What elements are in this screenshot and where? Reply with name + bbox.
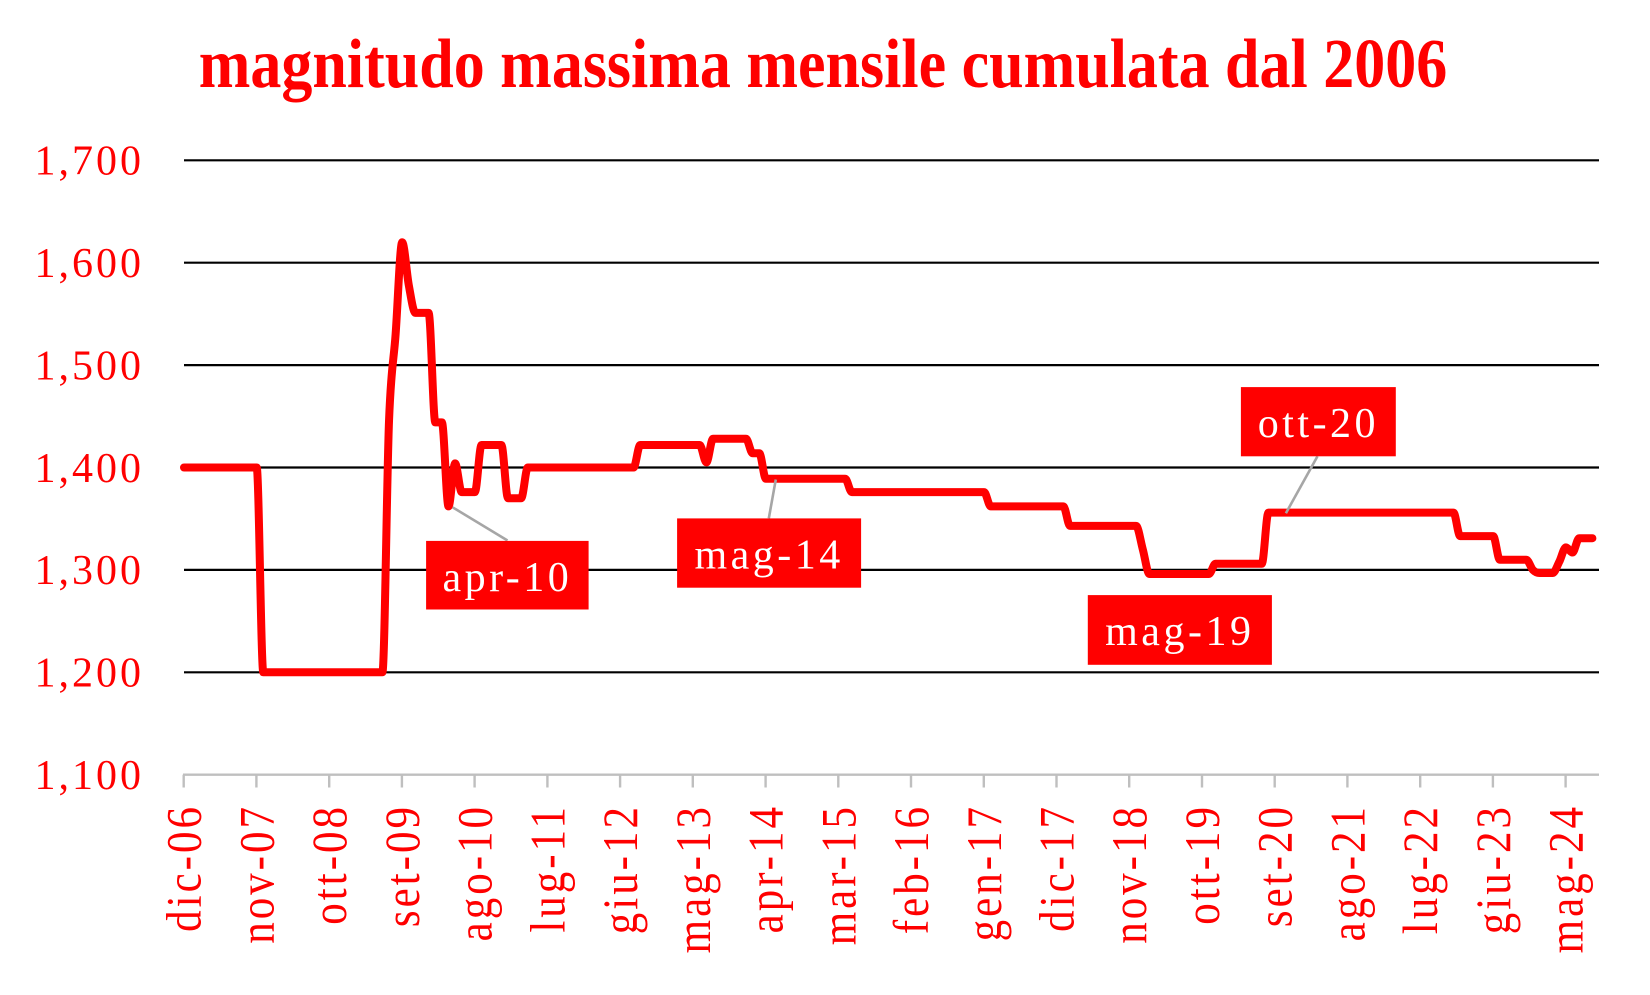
svg-text:feb-16: feb-16 <box>885 804 939 934</box>
svg-text:lug-11: lug-11 <box>522 804 576 933</box>
svg-text:ago-21: ago-21 <box>1322 804 1376 941</box>
svg-text:mag-14: mag-14 <box>694 532 843 578</box>
svg-text:magnitudo massima mensile cumu: magnitudo massima mensile cumulata dal 2… <box>199 26 1447 103</box>
svg-text:ott-08: ott-08 <box>304 804 358 925</box>
svg-text:1,300: 1,300 <box>35 548 145 594</box>
svg-text:gen-17: gen-17 <box>958 804 1012 941</box>
svg-text:1,700: 1,700 <box>35 139 145 185</box>
svg-text:set-09: set-09 <box>376 804 430 927</box>
svg-text:apr-14: apr-14 <box>740 804 794 933</box>
svg-text:giu-12: giu-12 <box>594 804 648 934</box>
svg-text:mag-19: mag-19 <box>1105 609 1254 655</box>
svg-text:set-20: set-20 <box>1249 804 1303 927</box>
svg-text:1,200: 1,200 <box>35 651 145 697</box>
svg-text:nov-07: nov-07 <box>231 804 285 944</box>
svg-text:dic-06: dic-06 <box>158 804 212 932</box>
svg-text:dic-17: dic-17 <box>1031 804 1085 932</box>
svg-text:ott-20: ott-20 <box>1258 401 1379 447</box>
svg-text:1,500: 1,500 <box>35 343 145 389</box>
svg-text:apr-10: apr-10 <box>443 555 573 601</box>
svg-text:ott-19: ott-19 <box>1176 804 1230 925</box>
svg-text:1,100: 1,100 <box>35 753 145 799</box>
svg-text:mag-13: mag-13 <box>667 804 721 953</box>
svg-text:1,600: 1,600 <box>35 241 145 287</box>
svg-text:mar-15: mar-15 <box>813 804 867 945</box>
svg-text:giu-23: giu-23 <box>1467 804 1521 934</box>
svg-text:1,400: 1,400 <box>35 446 145 492</box>
svg-text:lug-22: lug-22 <box>1395 804 1449 934</box>
svg-text:mag-24: mag-24 <box>1540 804 1594 953</box>
svg-text:nov-18: nov-18 <box>1104 804 1158 944</box>
svg-text:ago-10: ago-10 <box>449 804 503 941</box>
